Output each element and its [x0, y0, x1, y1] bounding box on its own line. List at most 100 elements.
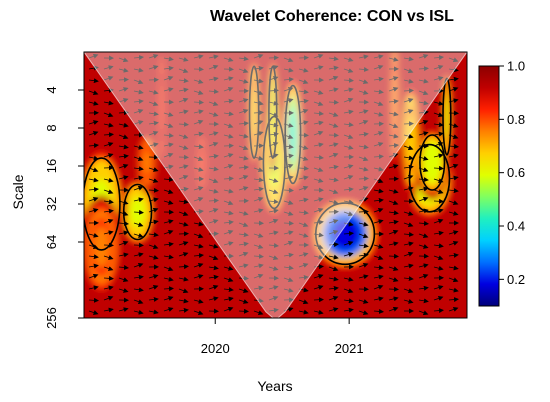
phase-arrow: [328, 307, 339, 313]
phase-arrow: [448, 76, 459, 82]
phase-arrow: [358, 131, 369, 137]
phase-arrow: [178, 68, 189, 74]
phase-arrow: [283, 240, 294, 246]
phase-arrow: [358, 243, 369, 249]
phase-arrow: [403, 68, 414, 74]
phase-arrow: [268, 189, 279, 194]
phase-arrow: [133, 209, 144, 215]
y-tick-label: 16: [44, 159, 59, 173]
phase-arrow: [133, 262, 144, 268]
phase-arrow: [433, 198, 444, 204]
phase-arrow: [388, 153, 399, 158]
phase-arrow: [238, 165, 249, 170]
phase-arrow: [118, 307, 129, 313]
phase-arrow: [403, 298, 414, 304]
phase-arrow: [208, 208, 219, 213]
phase-arrow: [208, 243, 219, 249]
phase-arrow: [448, 240, 459, 246]
phase-arrow: [163, 75, 174, 81]
phase-arrow: [223, 176, 234, 182]
phase-arrow: [448, 188, 459, 194]
phase-arrow: [178, 145, 189, 150]
phase-arrow: [118, 240, 129, 246]
phase-arrow: [163, 241, 174, 247]
phase-arrow: [343, 175, 354, 180]
phase-arrow: [283, 77, 294, 82]
phase-arrow: [253, 196, 264, 202]
phase-arrow: [373, 207, 384, 213]
phase-arrow: [448, 134, 459, 139]
phase-arrow: [328, 177, 339, 183]
phase-arrow: [358, 54, 369, 60]
phase-arrow: [433, 285, 444, 290]
phase-arrow: [178, 134, 189, 139]
plot-border: [83, 51, 468, 319]
phase-arrow: [88, 78, 99, 84]
phase-arrow: [88, 120, 99, 125]
phase-arrow: [373, 243, 384, 249]
phase-arrow: [163, 123, 174, 128]
phase-arrow: [178, 264, 189, 270]
phase-arrow: [268, 88, 279, 94]
phase-arrow: [313, 219, 324, 225]
phase-arrow: [238, 299, 249, 304]
phase-arrow: [283, 163, 294, 169]
phase-arrow: [178, 241, 189, 246]
phase-arrow: [238, 109, 249, 114]
phase-arrow: [178, 276, 189, 282]
phase-arrow: [313, 264, 324, 270]
phase-arrow: [328, 295, 339, 301]
phase-arrow: [148, 89, 159, 95]
phase-arrow: [208, 76, 219, 82]
phase-arrow: [223, 86, 234, 92]
phase-arrow: [403, 78, 414, 84]
phase-arrow: [343, 252, 354, 257]
phase-arrow: [388, 123, 399, 129]
phase-arrow: [163, 296, 174, 301]
phase-arrow: [223, 219, 234, 225]
phase-arrow: [88, 244, 99, 250]
phase-arrow: [418, 167, 429, 172]
phase-arrow: [133, 67, 144, 73]
phase-arrow: [88, 297, 99, 303]
phase-arrow: [433, 165, 444, 171]
phase-arrow: [298, 252, 309, 258]
phase-arrow: [403, 98, 414, 103]
y-axis-title: Scale: [10, 174, 26, 209]
phase-arrow: [193, 253, 204, 258]
coherence-feature: [142, 150, 152, 175]
phase-arrow: [433, 296, 444, 301]
phase-arrow: [388, 98, 399, 104]
phase-arrow: [283, 153, 294, 159]
phase-arrow: [418, 208, 429, 214]
phase-arrow: [388, 277, 399, 282]
phase-arrow: [208, 188, 219, 194]
phase-arrow: [163, 65, 174, 71]
phase-arrow: [343, 68, 354, 73]
phase-arrow: [313, 130, 324, 136]
phase-arrow: [433, 308, 444, 314]
phase-arrow: [103, 255, 114, 260]
phase-arrow: [253, 263, 264, 269]
phase-arrow: [268, 178, 279, 183]
phase-arrow: [343, 298, 354, 304]
phase-arrow: [178, 221, 189, 227]
x-tick-label: 2021: [335, 341, 364, 356]
y-tick-label: 256: [44, 307, 59, 329]
phase-arrow: [193, 144, 204, 150]
phase-arrow: [88, 273, 99, 279]
x-axis-title: Years: [257, 378, 292, 394]
phase-arrow: [253, 131, 264, 136]
phase-arrow: [208, 296, 219, 302]
phase-arrow: [358, 90, 369, 95]
phase-arrow: [163, 286, 174, 292]
phase-arrow: [238, 145, 249, 151]
phase-arrow: [268, 153, 279, 159]
phase-arrow: [403, 155, 414, 161]
phase-arrow: [193, 274, 204, 279]
phase-arrow: [133, 109, 144, 114]
phase-arrow: [298, 232, 309, 238]
phase-arrow: [148, 232, 159, 238]
phase-arrow: [448, 210, 459, 216]
phase-arrow: [238, 175, 249, 180]
